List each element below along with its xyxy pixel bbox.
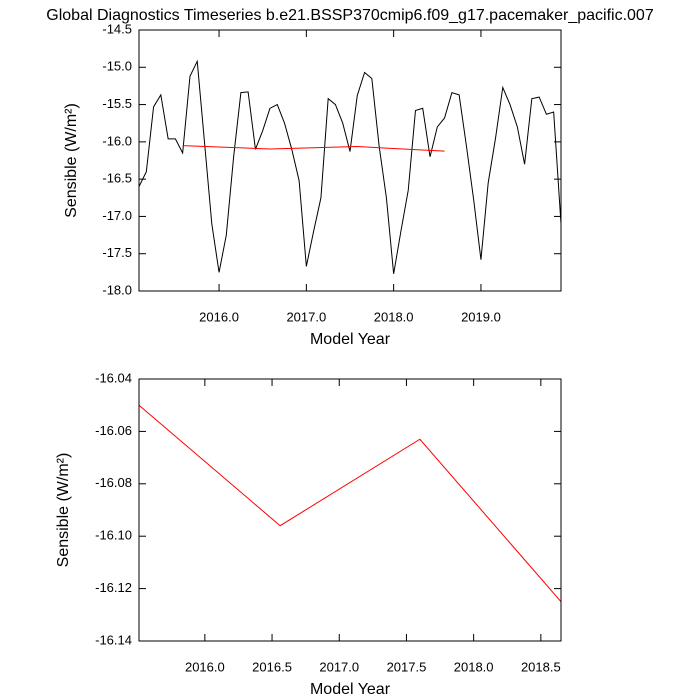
y-tick-label: -16.5	[102, 171, 132, 186]
y-axis-label: Sensible (W/m²)	[63, 103, 80, 218]
x-tick-label: 2017.0	[286, 309, 326, 324]
y-tick-label: -16.08	[95, 475, 132, 490]
y-tick-label: -16.0	[102, 133, 132, 148]
data-line	[138, 59, 562, 274]
x-tick-label: 2016.0	[199, 309, 239, 324]
y-tick-label: -16.12	[95, 580, 132, 595]
y-tick-label: -18.0	[102, 282, 132, 297]
x-tick-label: 2019.0	[461, 309, 501, 324]
chart-title: Global Diagnostics Timeseries b.e21.BSSP…	[46, 7, 654, 24]
y-tick-label: -16.10	[95, 528, 132, 543]
x-axis-label: Model Year	[310, 331, 391, 348]
plot-frame	[138, 378, 562, 642]
plot-frame	[138, 29, 562, 292]
x-tick-label: 2017.0	[319, 659, 359, 674]
x-tick-label: 2016.5	[252, 659, 292, 674]
x-axis-label: Model Year	[310, 681, 391, 698]
x-tick-label: 2016.0	[185, 659, 225, 674]
x-tick-label: 2018.0	[454, 659, 494, 674]
data-line	[138, 404, 562, 603]
x-tick-label: 2017.5	[387, 659, 427, 674]
y-tick-label: -15.0	[102, 59, 132, 74]
y-tick-label: -16.14	[95, 632, 132, 647]
y-tick-label: -16.06	[95, 423, 132, 438]
y-tick-label: -14.5	[102, 21, 132, 36]
y-tick-label: -16.04	[95, 370, 132, 385]
y-axis-label: Sensible (W/m²)	[55, 453, 72, 568]
data-line	[182, 145, 445, 152]
y-tick-label: -15.5	[102, 96, 132, 111]
y-tick-label: -17.0	[102, 208, 132, 223]
x-tick-label: 2018.5	[521, 659, 561, 674]
x-tick-label: 2018.0	[374, 309, 414, 324]
y-tick-label: -17.5	[102, 245, 132, 260]
